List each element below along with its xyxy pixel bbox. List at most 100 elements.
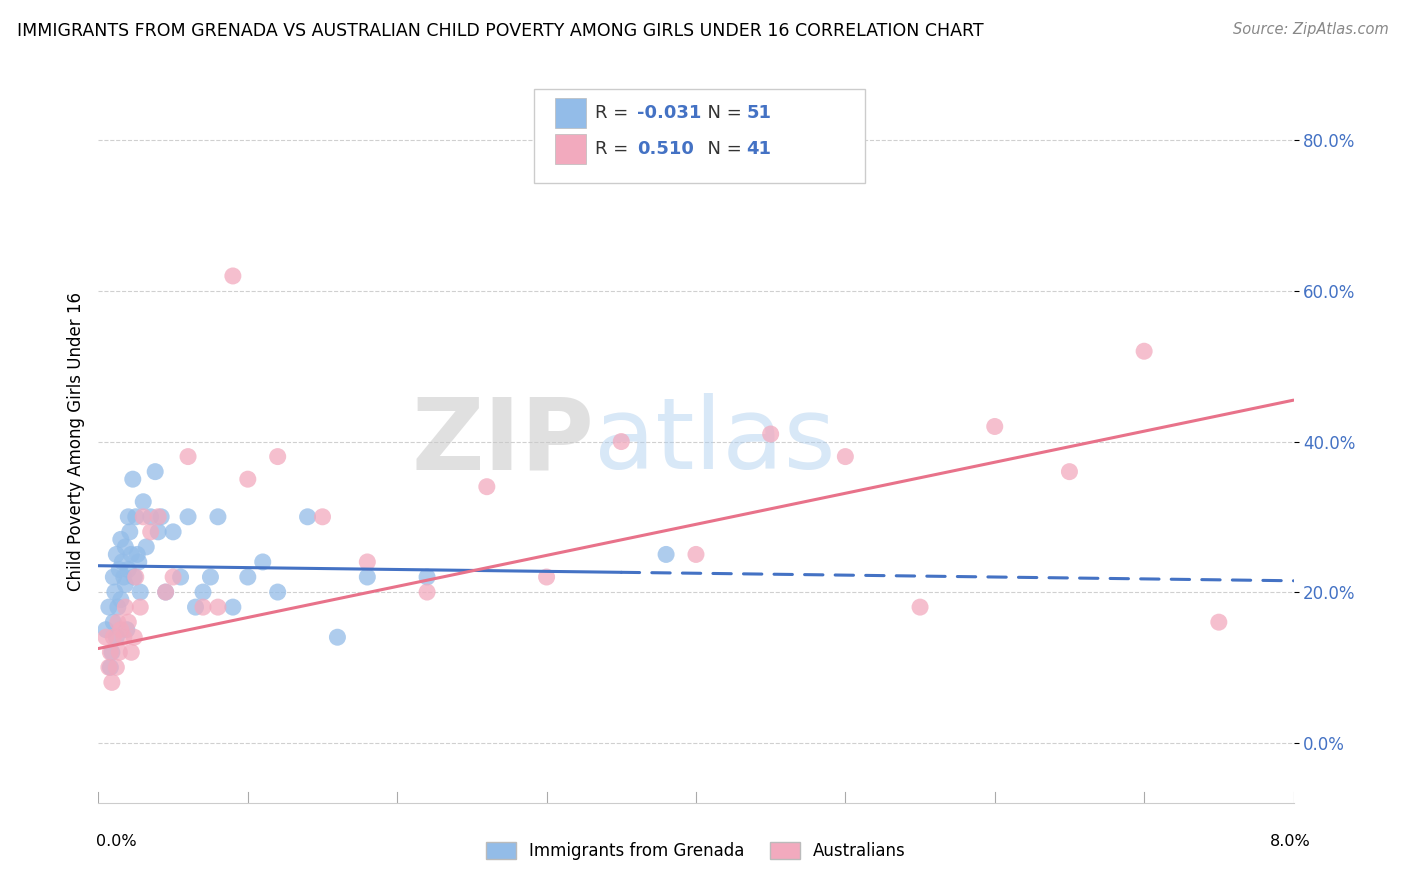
Point: [120, 645, 142, 659]
Point: [132, 509, 155, 524]
Point: [267, 585, 290, 599]
Point: [110, 623, 132, 637]
Point: [132, 494, 155, 508]
Text: 51: 51: [747, 104, 772, 122]
Point: [107, 600, 129, 615]
Point: [103, 630, 125, 644]
Point: [120, 548, 142, 562]
Point: [115, 623, 138, 637]
Point: [125, 509, 148, 524]
Point: [108, 645, 131, 659]
Point: [162, 570, 184, 584]
Point: [121, 472, 143, 486]
Point: [118, 524, 141, 539]
Point: [236, 570, 259, 584]
Point: [104, 585, 127, 599]
Point: [117, 615, 139, 630]
Text: atlas: atlas: [595, 393, 837, 490]
Point: [128, 555, 150, 569]
Point: [97, 600, 120, 615]
Point: [685, 548, 707, 562]
Point: [127, 548, 149, 562]
Point: [610, 434, 633, 449]
Point: [191, 585, 214, 599]
Point: [117, 562, 139, 576]
Point: [139, 509, 162, 524]
Point: [416, 570, 439, 584]
Point: [94, 630, 117, 644]
Point: [111, 555, 134, 569]
Point: [129, 585, 152, 599]
Text: IMMIGRANTS FROM GRENADA VS AUSTRALIAN CHILD POVERTY AMONG GIRLS UNDER 16 CORRELA: IMMIGRANTS FROM GRENADA VS AUSTRALIAN CH…: [17, 22, 984, 40]
Point: [143, 465, 166, 479]
Text: 8.0%: 8.0%: [1270, 834, 1310, 849]
Point: [94, 623, 117, 637]
Text: Source: ZipAtlas.com: Source: ZipAtlas.com: [1233, 22, 1389, 37]
Point: [105, 630, 128, 644]
Point: [135, 540, 157, 554]
Point: [124, 630, 146, 644]
Point: [475, 480, 498, 494]
Point: [107, 615, 129, 630]
Point: [103, 570, 125, 584]
Point: [112, 630, 135, 644]
Point: [150, 509, 173, 524]
Point: [110, 592, 132, 607]
Point: [98, 660, 122, 674]
Point: [103, 615, 125, 630]
Point: [114, 540, 136, 554]
Point: [908, 600, 931, 615]
Text: R =: R =: [595, 140, 634, 158]
Point: [162, 524, 184, 539]
Text: -0.031: -0.031: [637, 104, 702, 122]
Point: [148, 524, 170, 539]
Text: N =: N =: [696, 104, 748, 122]
Point: [139, 524, 162, 539]
Text: ZIP: ZIP: [412, 393, 595, 490]
Point: [155, 585, 177, 599]
Point: [252, 555, 274, 569]
Point: [356, 570, 378, 584]
Point: [101, 675, 124, 690]
Point: [110, 533, 132, 547]
Point: [155, 585, 177, 599]
Point: [191, 600, 214, 615]
Point: [98, 645, 122, 659]
Point: [169, 570, 191, 584]
Point: [129, 600, 152, 615]
Point: [114, 600, 136, 615]
Point: [117, 509, 139, 524]
Point: [1133, 344, 1156, 359]
Point: [125, 570, 148, 584]
Point: [267, 450, 290, 464]
Point: [1208, 615, 1230, 630]
Point: [148, 509, 170, 524]
Point: [105, 548, 128, 562]
Point: [112, 570, 135, 584]
Point: [184, 600, 207, 615]
Point: [124, 570, 146, 584]
Point: [222, 600, 245, 615]
Point: [416, 585, 439, 599]
Point: [101, 645, 124, 659]
Y-axis label: Child Poverty Among Girls Under 16: Child Poverty Among Girls Under 16: [66, 292, 84, 591]
Point: [207, 600, 229, 615]
Point: [356, 555, 378, 569]
Text: N =: N =: [696, 140, 748, 158]
Point: [655, 548, 678, 562]
Point: [759, 427, 782, 442]
Point: [108, 562, 131, 576]
Text: 41: 41: [747, 140, 772, 158]
Point: [311, 509, 333, 524]
Point: [326, 630, 349, 644]
Point: [297, 509, 319, 524]
Point: [114, 577, 136, 591]
Point: [1059, 465, 1081, 479]
Point: [200, 570, 222, 584]
Legend: Immigrants from Grenada, Australians: Immigrants from Grenada, Australians: [479, 835, 912, 867]
Point: [834, 450, 856, 464]
Point: [236, 472, 259, 486]
Text: 0.0%: 0.0%: [96, 834, 136, 849]
Text: R =: R =: [595, 104, 634, 122]
Point: [177, 509, 200, 524]
